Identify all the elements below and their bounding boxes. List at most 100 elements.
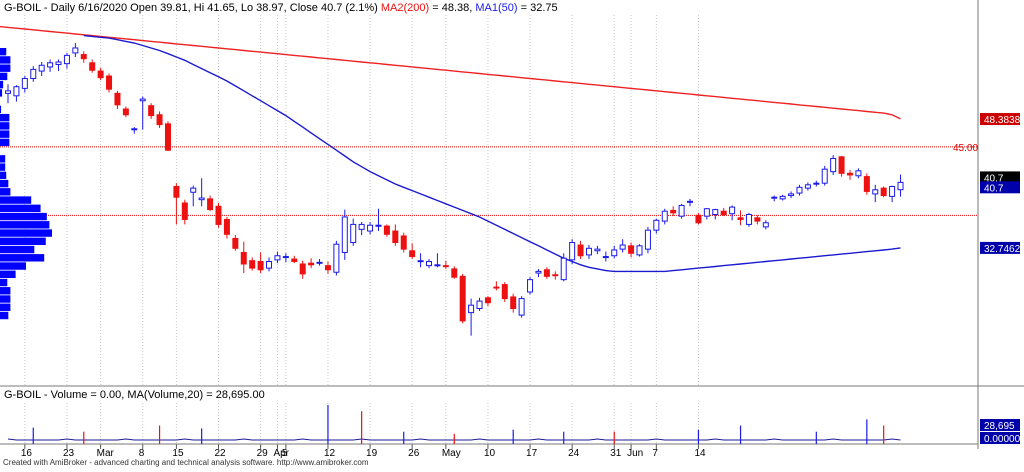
volume-profile-bar [0, 89, 3, 97]
volume-ma-label: 28,695 [984, 421, 1015, 432]
candle-body [106, 75, 113, 90]
candle-body [173, 185, 180, 198]
candle-body [316, 261, 323, 264]
candle-body [198, 197, 205, 201]
volume-current-label: 0.00000 [984, 434, 1021, 445]
candle-body [585, 247, 592, 256]
candle-body [459, 275, 466, 322]
x-tick-label: 23 [63, 448, 75, 459]
candle-body [139, 98, 146, 102]
ma50-price-label: 32.7462 [984, 244, 1021, 255]
x-tick-label: Apr [273, 448, 289, 459]
candle-body [493, 286, 500, 289]
candle-body [333, 243, 340, 273]
candle-body [426, 261, 432, 267]
close-price-label-bg [980, 181, 1020, 194]
x-tick-label: 16 [21, 448, 33, 459]
x-tick-label: 12 [324, 448, 336, 459]
volume-ma-label-bg [980, 419, 1020, 431]
candle-body [131, 128, 138, 131]
candle-body [678, 204, 685, 217]
volume-profile-bar [0, 130, 10, 138]
x-tick-label: 31 [610, 448, 622, 459]
x-tick-label: 5 [282, 448, 288, 459]
volume-profile-bar [0, 262, 26, 270]
candle-body [21, 77, 28, 89]
volume-profile-bar [0, 254, 45, 262]
ma50-price-label-bg [980, 241, 1020, 254]
ma200-price-label-bg [980, 113, 1020, 126]
candle-body [63, 54, 70, 65]
volume-profile-bar [0, 245, 35, 254]
candle-body [796, 186, 803, 194]
x-tick-label: 7 [652, 448, 658, 459]
candle-body [779, 195, 786, 200]
candle-body [687, 200, 694, 203]
candle-body [703, 208, 710, 217]
candle-body [670, 209, 677, 214]
candle-body [484, 297, 491, 304]
x-tick-label: Jun [627, 448, 643, 459]
candle-body [392, 230, 399, 244]
ma200-price-label: 48.3838 [984, 115, 1021, 126]
candle-body [594, 248, 601, 252]
candle-body [190, 187, 197, 193]
candle-body [535, 270, 542, 274]
candle-body [156, 114, 163, 126]
candle-body [30, 68, 37, 79]
candle-body [55, 61, 62, 65]
candle-body [232, 237, 239, 249]
candle-body [628, 245, 635, 254]
candle-body [350, 223, 357, 244]
level-price-label: 45.00 [953, 143, 978, 154]
candle-body [821, 168, 828, 184]
header-part: MA1(50) [475, 2, 517, 14]
header-part: G-BOIL - Daily 6/16/2020 Open 39.81, Hi … [4, 2, 381, 14]
candle-body [249, 260, 256, 269]
volume-profile-bar [0, 204, 41, 213]
footer-credit: Created with AmiBroker - advanced charti… [3, 458, 369, 467]
volume-profile-bar [0, 295, 11, 303]
candle-body [889, 185, 896, 197]
x-tick-label: 17 [526, 448, 538, 459]
candle-body [341, 216, 348, 253]
volume-current-label-bg [980, 432, 1020, 444]
candle-body [274, 255, 281, 261]
volume-profile-bar [0, 155, 6, 163]
candle-body [451, 268, 458, 278]
last-close-label-bg [980, 171, 1020, 184]
close-price-label: 40.7 [984, 183, 1004, 194]
candle-body [164, 123, 171, 151]
candle-body [552, 274, 559, 277]
candle-body [367, 224, 374, 232]
candle-body [838, 156, 845, 174]
candle-body [897, 181, 904, 191]
candle-body [518, 298, 525, 316]
volume-profile-bar [0, 80, 4, 89]
candle-body [762, 222, 769, 228]
x-tick-label: 10 [484, 448, 496, 459]
volume-profile-bar [0, 311, 9, 320]
x-tick-label: 26 [408, 448, 420, 459]
candle-body [72, 47, 79, 54]
candle-body [510, 296, 517, 310]
candle-body [434, 264, 441, 267]
candle-body [653, 219, 660, 231]
candle-body [569, 242, 576, 261]
x-tick-label: 24 [568, 448, 580, 459]
candle-body [215, 205, 222, 225]
candle-body [114, 92, 121, 106]
candle-body [308, 262, 315, 266]
volume-profile-bar [0, 64, 11, 72]
volume-profile-bar [0, 237, 46, 246]
candle-body [240, 251, 247, 265]
volume-profile-bar [0, 56, 11, 64]
candle-body [47, 62, 54, 68]
header-part: = 32.75 [518, 2, 558, 14]
volume-header: G-BOIL - Volume = 0.00, MA(Volume,20) = … [4, 389, 265, 401]
x-tick-label: 8 [139, 448, 145, 459]
candle-body [417, 260, 424, 263]
x-tick-label: 22 [215, 448, 227, 459]
candle-body [299, 263, 306, 275]
candle-body [266, 261, 273, 269]
